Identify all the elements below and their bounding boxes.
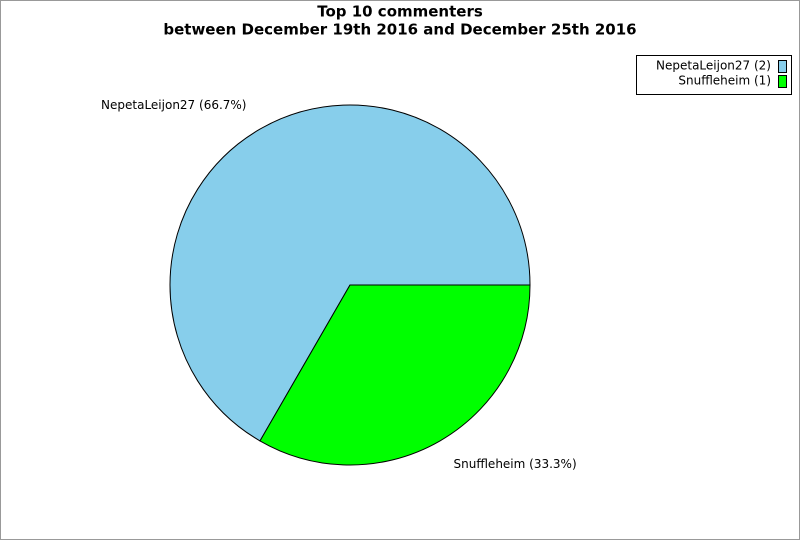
legend-label: Snuffleheim (1) (678, 74, 771, 88)
chart-title: Top 10 commenters (317, 3, 483, 21)
legend-box (636, 55, 792, 95)
pie-slice (259, 284, 531, 466)
slice-label: Snuffleheim (33.3%) (454, 457, 577, 471)
slice-label: NepetaLeijon27 (66.7%) (101, 98, 246, 112)
pie-slice (169, 104, 531, 442)
legend-swatch (778, 75, 787, 88)
legend-label: NepetaLeijon27 (2) (656, 59, 771, 73)
chart-subtitle: between December 19th 2016 and December … (163, 21, 636, 39)
legend-swatch (778, 60, 787, 73)
